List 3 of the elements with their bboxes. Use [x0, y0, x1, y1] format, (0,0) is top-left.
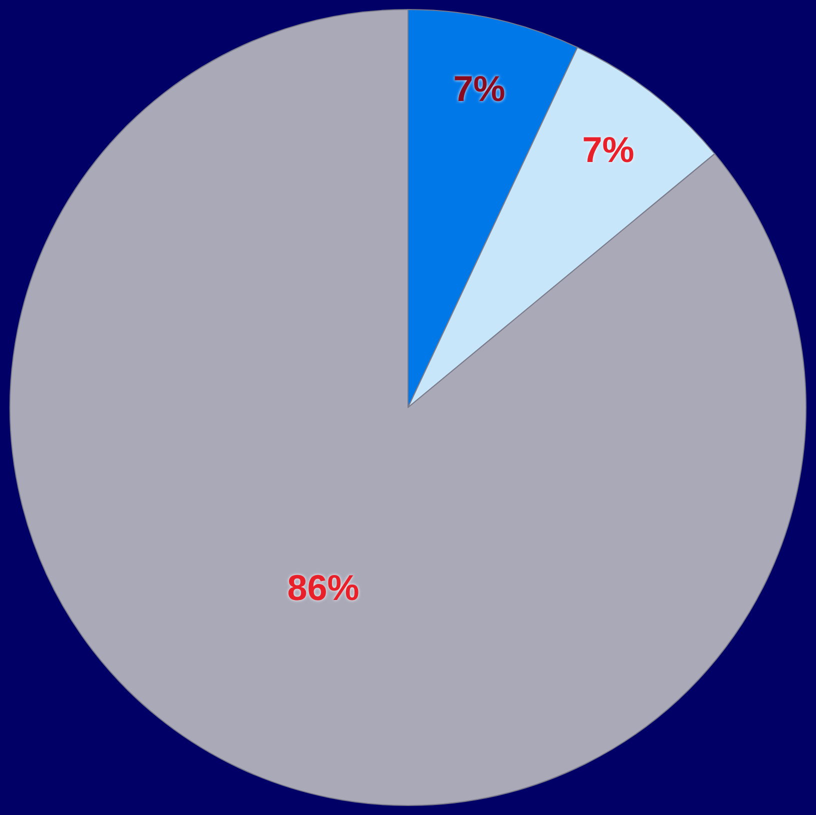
data-label: 7%	[453, 68, 506, 110]
data-label: 86%	[287, 567, 360, 608]
data-label: 7%	[582, 128, 634, 170]
